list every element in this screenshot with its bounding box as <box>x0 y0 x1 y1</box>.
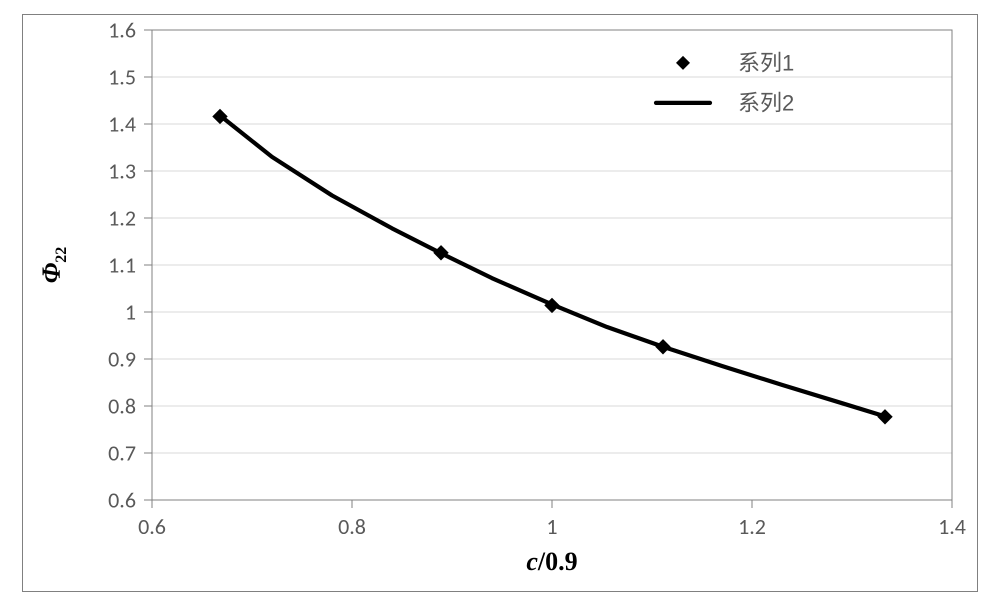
y-tick-label: 1 <box>125 299 136 326</box>
x-tick-label: 0.6 <box>138 513 166 540</box>
chart-container: 0.6 0.8 1 1.2 1.4 0.6 0.7 0.8 0.9 1 1.1 1.2 1.3 1.4 1.… <box>22 14 978 592</box>
y-tick-label: 1.3 <box>108 158 136 185</box>
y-tick-label: 1.4 <box>108 111 136 138</box>
series-group <box>213 109 892 423</box>
y-tick-label: 1.5 <box>108 64 136 91</box>
series-marker <box>656 340 670 354</box>
y-tick-label: 0.7 <box>108 440 136 467</box>
series-marker <box>878 410 892 424</box>
y-axis-label: Φ22 <box>37 247 70 284</box>
x-tick-label: 1 <box>546 513 557 540</box>
x-ticks: 0.6 0.8 1 1.2 1.4 <box>138 500 966 540</box>
y-tick-label: 0.6 <box>108 487 136 514</box>
legend-marker-icon <box>676 56 690 70</box>
legend: 系列1 系列2 <box>656 51 794 116</box>
x-tick-label: 1.2 <box>738 513 766 540</box>
y-tick-label: 0.8 <box>108 393 136 420</box>
x-axis-label: c/0.9 <box>526 547 577 576</box>
legend-label: 系列2 <box>738 91 794 116</box>
y-tick-label: 0.9 <box>108 346 136 373</box>
y-tick-label: 1.6 <box>108 17 136 44</box>
y-tick-label: 1.1 <box>108 252 136 279</box>
x-tick-label: 1.4 <box>938 513 966 540</box>
x-tick-label: 0.8 <box>338 513 366 540</box>
y-ticks: 0.6 0.7 0.8 0.9 1 1.1 1.2 1.3 1.4 1.5 1.6 <box>108 17 152 514</box>
series-line <box>220 116 885 417</box>
y-tick-label: 1.2 <box>108 205 136 232</box>
legend-label: 系列1 <box>738 51 794 76</box>
grid <box>152 30 952 500</box>
chart-svg: 0.6 0.8 1 1.2 1.4 0.6 0.7 0.8 0.9 1 1.1 1.2 1.3 1.4 1.… <box>22 14 978 592</box>
